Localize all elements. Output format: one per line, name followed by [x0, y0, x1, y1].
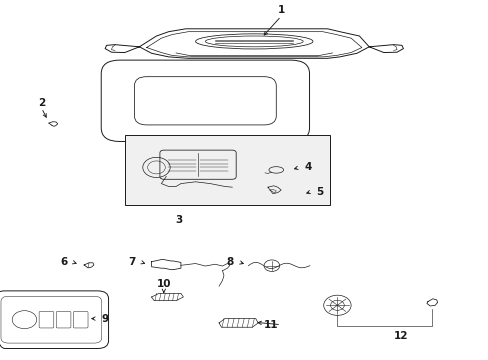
Text: 3: 3 [175, 215, 182, 225]
Text: 10: 10 [156, 279, 171, 289]
Text: 2: 2 [38, 98, 45, 108]
Text: 5: 5 [316, 186, 323, 197]
Text: 6: 6 [60, 257, 67, 267]
Text: 11: 11 [264, 320, 278, 330]
Text: 7: 7 [128, 257, 136, 267]
Text: 4: 4 [304, 162, 311, 172]
Text: 8: 8 [226, 257, 233, 267]
Bar [124, 135, 329, 205]
Text: 1: 1 [277, 5, 284, 15]
Text: 12: 12 [393, 330, 407, 341]
Text: 9: 9 [102, 314, 108, 324]
